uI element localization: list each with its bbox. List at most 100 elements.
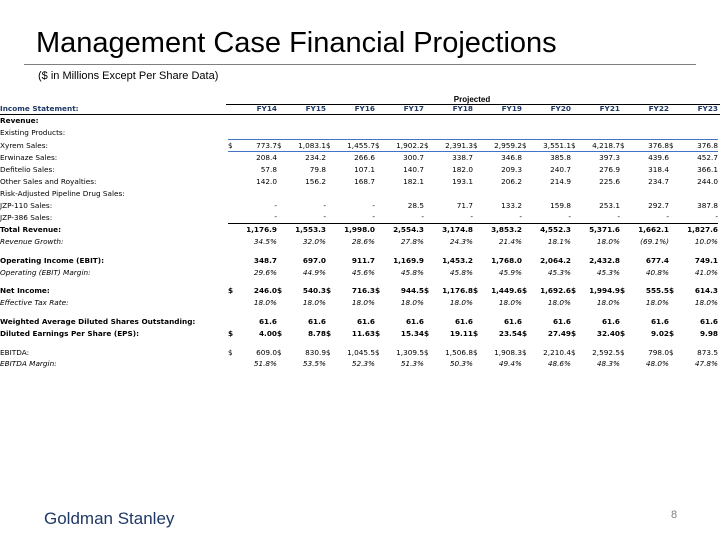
cell-value: 234.2 [305, 153, 326, 163]
cell-value: 677.4 [645, 255, 669, 265]
cell-value: 1,506.8 [445, 347, 473, 357]
currency-symbol: $ [473, 328, 479, 338]
currency-symbol [228, 211, 238, 223]
cell-value: 18.0% [645, 298, 669, 308]
cell-value: 1,176.8 [442, 286, 473, 296]
cell-value: 2,959.2 [483, 138, 522, 153]
cell-value: 45.3% [547, 267, 571, 277]
cell-value: 348.7 [253, 255, 277, 265]
table-row-jzp386: JZP-386 Sales: - - - - - - - - - - [0, 211, 718, 223]
currency-symbol [571, 127, 581, 139]
currency-symbol [277, 127, 287, 139]
cell-value: 1,083.1 [287, 138, 326, 153]
currency-symbol: $ [326, 328, 332, 338]
spacer-row [0, 309, 718, 316]
currency-symbol [473, 316, 483, 328]
cell-value [532, 188, 571, 200]
cell-value: 697.0 [302, 255, 326, 265]
currency-symbol [473, 127, 483, 139]
table-row-eps: Diluted Earnings Per Share (EPS): $4.00 $8… [0, 328, 718, 340]
cell-value: 8.78 [307, 328, 326, 338]
currency-symbol [277, 223, 287, 236]
cell-value: 9.02 [650, 328, 669, 338]
cell-value: 61.6 [699, 316, 718, 326]
cell-value: 4.00 [258, 328, 277, 338]
currency-symbol [277, 164, 287, 176]
cell-value: 18.0% [596, 298, 620, 308]
cell-value: 15.34 [400, 328, 424, 338]
cell-value: 3,551.1 [532, 138, 571, 153]
cell-value: 318.4 [648, 165, 669, 175]
cell-value: 2,210.4 [543, 347, 571, 357]
row-label: JZP-386 Sales: [0, 212, 53, 222]
cell-value: - [470, 212, 473, 222]
cell-value [581, 188, 620, 200]
currency-symbol [620, 127, 630, 139]
currency-symbol [473, 223, 483, 236]
cell-value: - [274, 212, 277, 222]
row-label: Erwinaze Sales: [0, 153, 58, 163]
year-header: FY17 [403, 104, 424, 114]
currency-symbol [277, 358, 287, 370]
cell-value: 338.7 [452, 153, 473, 163]
header-label: Income Statement: [0, 104, 79, 114]
currency-symbol: $ [571, 138, 581, 153]
row-label: Net Income: [0, 286, 50, 296]
currency-symbol [571, 164, 581, 176]
currency-symbol [375, 255, 385, 267]
income-statement-table: Projected Income Statement: FY14 FY15 FY16 F… [0, 94, 720, 368]
currency-symbol [669, 127, 679, 139]
currency-symbol: $ [522, 138, 532, 153]
cell-value: 1,662.1 [630, 223, 669, 236]
currency-symbol: $ [620, 286, 626, 296]
currency-symbol [375, 223, 385, 236]
cell-value [483, 188, 522, 200]
row-label: EBITDA: [0, 347, 30, 357]
cell-value: 45.9% [498, 267, 522, 277]
currency-symbol [620, 223, 630, 236]
currency-symbol [669, 316, 679, 328]
year-header: FY15 [305, 104, 326, 114]
cell-value: 44.9% [302, 267, 326, 277]
currency-symbol [277, 267, 287, 279]
projected-label: Projected [453, 95, 491, 104]
currency-symbol [522, 211, 532, 223]
cell-value: 45.8% [400, 267, 424, 277]
cell-value: 61.6 [356, 316, 375, 326]
currency-symbol [375, 152, 385, 164]
currency-symbol [228, 200, 238, 212]
cell-value [238, 127, 277, 139]
currency-symbol [522, 255, 532, 267]
currency-symbol [669, 358, 679, 370]
currency-symbol [473, 297, 483, 309]
table-row-tax-rate: Effective Tax Rate: 18.0% 18.0% 18.0% 18.0% 1… [0, 297, 718, 309]
currency-symbol [424, 211, 434, 223]
cell-value: 32.0% [302, 236, 326, 246]
currency-symbol [571, 236, 581, 248]
cell-value: 156.2 [305, 176, 326, 186]
currency-symbol: $ [277, 138, 287, 153]
currency-symbol [473, 176, 483, 188]
year-header: FY16 [354, 104, 375, 114]
currency-symbol [375, 127, 385, 139]
cell-value: 1,449.6 [491, 286, 522, 296]
table-row-jzp110: JZP-110 Sales: - - - 28.5 71.7 133.2 159.8 253.1… [0, 200, 718, 212]
currency-symbol [228, 267, 238, 279]
cell-value: 246.0 [253, 286, 277, 296]
currency-symbol [473, 200, 483, 212]
currency-symbol: $ [669, 347, 674, 357]
currency-symbol [424, 188, 434, 200]
table-row-defitelio: Defitelio Sales: 57.8 79.8 107.1 140.7 182.0 2… [0, 164, 718, 176]
cell-value: 376.8 [679, 138, 718, 153]
cell-value: 609.0 [256, 347, 277, 357]
cell-value [679, 127, 718, 139]
table-row-ebitda: EBITDA: $609.0 $830.9 $1,045.5 $1,309.5 $1,50… [0, 347, 718, 359]
cell-value: 292.7 [648, 200, 669, 210]
currency-symbol [228, 297, 238, 309]
cell-value [287, 188, 326, 200]
cell-value [630, 188, 669, 200]
currency-symbol [228, 152, 238, 164]
currency-symbol [228, 236, 238, 248]
cell-value: 385.8 [550, 153, 571, 163]
currency-symbol [522, 297, 532, 309]
